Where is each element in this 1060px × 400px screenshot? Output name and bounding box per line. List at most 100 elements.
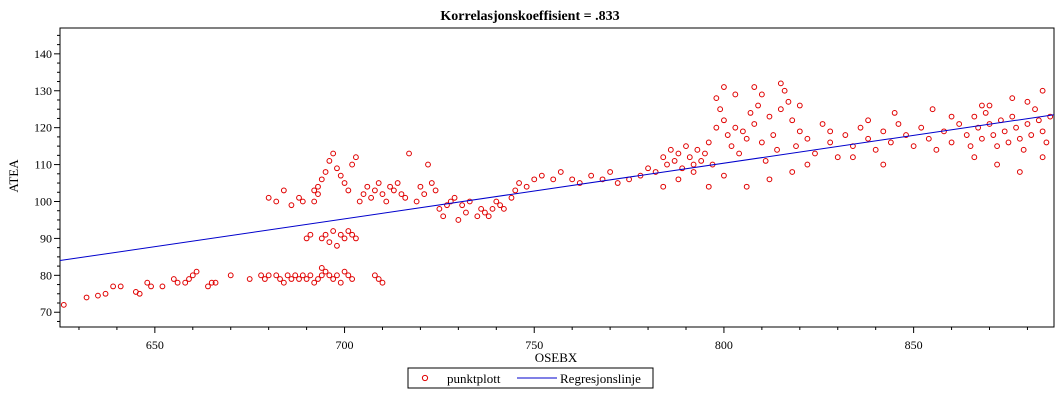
data-point [1001,128,1008,135]
data-point [770,132,777,138]
data-point [288,202,295,209]
data-point [698,157,705,164]
data-point [929,106,936,113]
data-point [83,294,90,301]
data-point [349,161,356,168]
data-point [796,102,803,109]
data-point [1024,98,1031,105]
data-point [474,213,481,220]
data-point [326,239,333,245]
data-point [804,135,811,142]
data-point [743,183,750,190]
data-point [379,279,386,286]
data-point [660,154,667,161]
data-point [440,213,447,220]
data-point [277,276,283,282]
data-point [296,194,302,201]
chart-title: Korrelasjonskoeffisient = .833 [440,9,619,24]
data-point [1043,139,1050,146]
data-point [102,290,109,297]
data-point [979,135,985,142]
data-point [872,146,879,153]
data-point [463,209,469,216]
y-tick-label: 120 [34,121,52,135]
data-point [971,154,978,161]
y-tick-label: 140 [34,47,52,61]
data-point [1032,106,1038,113]
data-point [394,180,401,186]
data-point [751,121,758,127]
data-point [353,235,359,242]
data-point [705,183,712,190]
data-point [60,301,67,308]
data-point [375,276,382,282]
data-point [485,213,492,220]
data-point [671,157,678,164]
data-point [842,132,849,138]
data-point [284,272,291,279]
data-point [303,276,310,282]
data-point [531,176,538,183]
data-point [728,143,735,150]
data-point [705,139,712,146]
x-tick-label: 850 [905,338,923,352]
data-point [170,276,177,282]
data-point [482,209,488,216]
data-point [796,128,803,135]
data-point [1035,117,1042,124]
data-point [322,231,329,238]
data-point [903,132,909,138]
data-point [702,150,708,157]
data-point [717,106,724,113]
data-point [1005,139,1012,146]
data-point [721,172,727,179]
data-point [273,198,280,205]
axes: 650 700 750 800 850 70 80 90 100 110 120 130 140 [34,27,1055,352]
data-point [1009,95,1016,102]
data-point [296,276,302,282]
data-point [721,117,727,124]
data-point [159,283,166,290]
data-point [371,187,378,194]
data-point [428,180,435,186]
data-point [857,124,864,131]
data-point [315,183,321,190]
data-point [406,150,412,157]
data-point [322,268,329,275]
data-point [834,154,841,161]
data-point [265,272,272,279]
data-point [880,161,887,168]
data-point [398,191,405,198]
data-point [793,143,799,150]
data-point [489,205,496,212]
y-tick-label: 90 [40,231,52,245]
data-point [318,272,325,279]
data-point [337,172,344,179]
data-point [360,191,367,198]
data-point [436,205,443,212]
data-point [311,279,318,286]
data-point [371,272,378,279]
data-point [1020,146,1027,153]
data-point [766,176,773,183]
data-point [193,268,200,275]
data-point [318,176,325,183]
data-point [758,91,765,98]
x-tick-label: 700 [336,338,354,352]
data-point [743,135,750,142]
data-point [189,272,196,279]
data-point [459,202,466,209]
data-point [827,139,834,146]
data-point [364,183,371,190]
data-point [390,187,397,194]
data-point [466,198,473,205]
data-point [569,176,576,183]
data-point [182,279,189,286]
data-point [500,205,507,212]
data-point [205,283,211,290]
data-point [307,231,314,238]
data-point [1039,87,1046,94]
data-point [455,217,462,223]
data-point [982,110,989,116]
